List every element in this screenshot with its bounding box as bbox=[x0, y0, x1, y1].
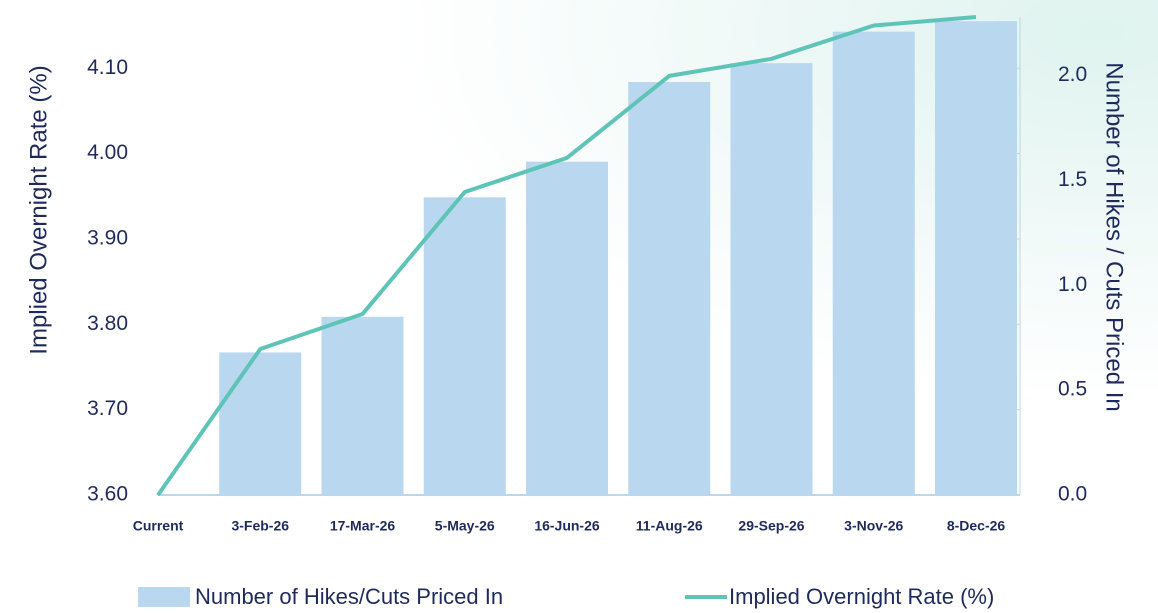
x-tick-label: 8-Dec-26 bbox=[947, 518, 1006, 534]
y-axis-title: Implied Overnight Rate (%) bbox=[25, 65, 52, 354]
x-tick-label: 17-Mar-26 bbox=[330, 518, 396, 534]
bar bbox=[423, 197, 506, 495]
line bbox=[156, 15, 977, 497]
x-tick-label: 3-Feb-26 bbox=[231, 518, 289, 534]
legend-swatch bbox=[138, 587, 190, 607]
bar bbox=[832, 31, 915, 495]
bar bbox=[935, 21, 1017, 495]
x-tick-label: 5-May-26 bbox=[435, 518, 495, 534]
bar bbox=[526, 161, 608, 495]
bar bbox=[730, 63, 813, 496]
y2-axis-title: Number of Hikes / Cuts Priced In bbox=[1101, 62, 1128, 411]
y-tick-label: 4.00 bbox=[87, 141, 128, 164]
x-tick-label: 16-Jun-26 bbox=[534, 518, 600, 534]
y-tick-label: 4.10 bbox=[87, 56, 128, 79]
y-tick-label: 3.60 bbox=[87, 483, 128, 506]
y2-tick-label: 0.5 bbox=[1058, 378, 1087, 401]
y-tick-label: 3.90 bbox=[87, 226, 128, 249]
legend-label: Number of Hikes/Cuts Priced In bbox=[195, 584, 503, 609]
y2-tick-label: 0.0 bbox=[1058, 483, 1087, 506]
y2-tick-label: 1.5 bbox=[1058, 168, 1087, 191]
x-tick-label: 3-Nov-26 bbox=[844, 518, 903, 534]
bar bbox=[219, 352, 302, 495]
y-tick-label: 3.70 bbox=[87, 397, 128, 420]
bar bbox=[321, 316, 404, 495]
y-tick-label: 3.80 bbox=[87, 312, 128, 335]
legend-label: Implied Overnight Rate (%) bbox=[729, 584, 994, 609]
y2-tick-label: 2.0 bbox=[1058, 63, 1087, 86]
x-tick-label: 11-Aug-26 bbox=[636, 518, 703, 534]
y2-tick-label: 1.0 bbox=[1058, 273, 1087, 296]
x-tick-label: Current bbox=[133, 518, 184, 534]
bar bbox=[628, 81, 711, 496]
x-tick-label: 29-Sep-26 bbox=[738, 518, 804, 534]
